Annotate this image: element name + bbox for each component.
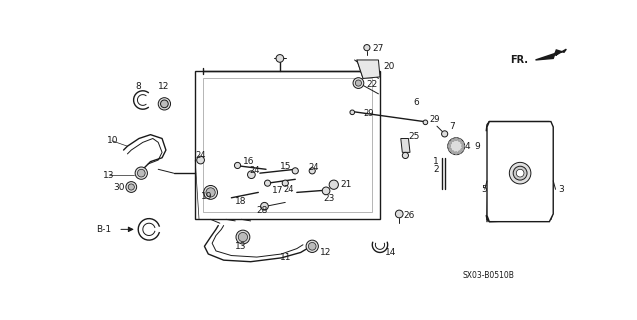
Bar bbox=[195, 71, 380, 219]
Bar bbox=[203, 78, 372, 212]
Text: 25: 25 bbox=[408, 132, 420, 141]
Text: 21: 21 bbox=[341, 180, 352, 189]
Text: 22: 22 bbox=[366, 80, 377, 89]
Circle shape bbox=[308, 243, 316, 250]
Text: 5: 5 bbox=[482, 185, 487, 194]
Circle shape bbox=[455, 152, 458, 155]
Text: 20: 20 bbox=[383, 62, 394, 71]
Text: 11: 11 bbox=[280, 252, 291, 261]
Text: 30: 30 bbox=[113, 182, 125, 191]
Circle shape bbox=[441, 131, 448, 137]
Text: 24: 24 bbox=[195, 151, 206, 160]
Circle shape bbox=[513, 166, 527, 180]
Circle shape bbox=[204, 186, 217, 199]
Circle shape bbox=[206, 188, 215, 197]
Text: 16: 16 bbox=[243, 157, 254, 166]
Text: 17: 17 bbox=[272, 186, 283, 195]
Circle shape bbox=[510, 162, 531, 184]
Circle shape bbox=[161, 100, 168, 108]
Circle shape bbox=[322, 187, 330, 195]
Text: 24: 24 bbox=[283, 185, 294, 194]
Text: 6: 6 bbox=[414, 98, 420, 107]
Circle shape bbox=[276, 55, 283, 62]
Text: 4: 4 bbox=[464, 142, 470, 151]
Text: 9: 9 bbox=[474, 142, 480, 151]
Text: 28: 28 bbox=[257, 206, 268, 215]
Circle shape bbox=[455, 138, 458, 141]
Circle shape bbox=[264, 180, 271, 186]
Circle shape bbox=[135, 167, 147, 179]
Circle shape bbox=[282, 180, 289, 186]
Circle shape bbox=[448, 141, 452, 144]
Circle shape bbox=[261, 203, 268, 210]
Text: 10: 10 bbox=[106, 136, 118, 145]
Circle shape bbox=[458, 139, 461, 142]
Circle shape bbox=[248, 171, 255, 179]
Text: 27: 27 bbox=[372, 44, 383, 53]
Circle shape bbox=[462, 145, 464, 148]
Circle shape bbox=[355, 80, 362, 86]
Polygon shape bbox=[536, 49, 566, 60]
Text: 12: 12 bbox=[158, 83, 169, 92]
Text: 2: 2 bbox=[433, 165, 439, 174]
Circle shape bbox=[234, 162, 241, 169]
Text: B-1: B-1 bbox=[97, 225, 111, 234]
Text: 13: 13 bbox=[103, 171, 114, 180]
Circle shape bbox=[128, 184, 134, 190]
Circle shape bbox=[309, 168, 315, 174]
Circle shape bbox=[448, 145, 451, 148]
Text: 12: 12 bbox=[320, 248, 331, 257]
Circle shape bbox=[403, 152, 408, 158]
Circle shape bbox=[353, 78, 364, 88]
Circle shape bbox=[461, 141, 464, 144]
Circle shape bbox=[458, 151, 461, 154]
Circle shape bbox=[236, 230, 250, 244]
Circle shape bbox=[158, 98, 171, 110]
Circle shape bbox=[238, 232, 248, 242]
Text: 8: 8 bbox=[135, 83, 141, 92]
Text: FR.: FR. bbox=[510, 55, 528, 65]
Text: 13: 13 bbox=[235, 242, 247, 251]
Text: 7: 7 bbox=[449, 122, 455, 131]
Circle shape bbox=[396, 210, 403, 218]
Text: 14: 14 bbox=[385, 248, 396, 257]
Circle shape bbox=[461, 148, 464, 151]
Text: 26: 26 bbox=[403, 211, 415, 220]
Text: 3: 3 bbox=[559, 185, 564, 194]
Polygon shape bbox=[357, 60, 380, 78]
Circle shape bbox=[306, 240, 318, 252]
Text: 29: 29 bbox=[364, 109, 375, 118]
Circle shape bbox=[197, 156, 204, 164]
Circle shape bbox=[451, 139, 454, 142]
Text: SX03-B0510B: SX03-B0510B bbox=[462, 271, 514, 280]
Text: 18: 18 bbox=[235, 197, 247, 206]
Circle shape bbox=[138, 169, 145, 177]
Circle shape bbox=[448, 138, 464, 155]
Circle shape bbox=[451, 151, 454, 154]
Circle shape bbox=[126, 182, 137, 192]
Text: 24: 24 bbox=[249, 166, 260, 175]
Circle shape bbox=[329, 180, 338, 189]
Circle shape bbox=[516, 169, 524, 177]
Text: 15: 15 bbox=[280, 162, 291, 171]
Circle shape bbox=[292, 168, 298, 174]
Text: 29: 29 bbox=[429, 115, 440, 124]
Circle shape bbox=[423, 120, 427, 124]
Circle shape bbox=[350, 110, 355, 115]
Text: 24: 24 bbox=[308, 163, 319, 172]
Polygon shape bbox=[401, 139, 410, 152]
Circle shape bbox=[448, 148, 452, 151]
Polygon shape bbox=[487, 122, 553, 222]
Circle shape bbox=[364, 44, 370, 51]
Text: 1: 1 bbox=[433, 157, 439, 166]
Text: 19: 19 bbox=[201, 192, 212, 201]
Text: 23: 23 bbox=[324, 194, 335, 203]
